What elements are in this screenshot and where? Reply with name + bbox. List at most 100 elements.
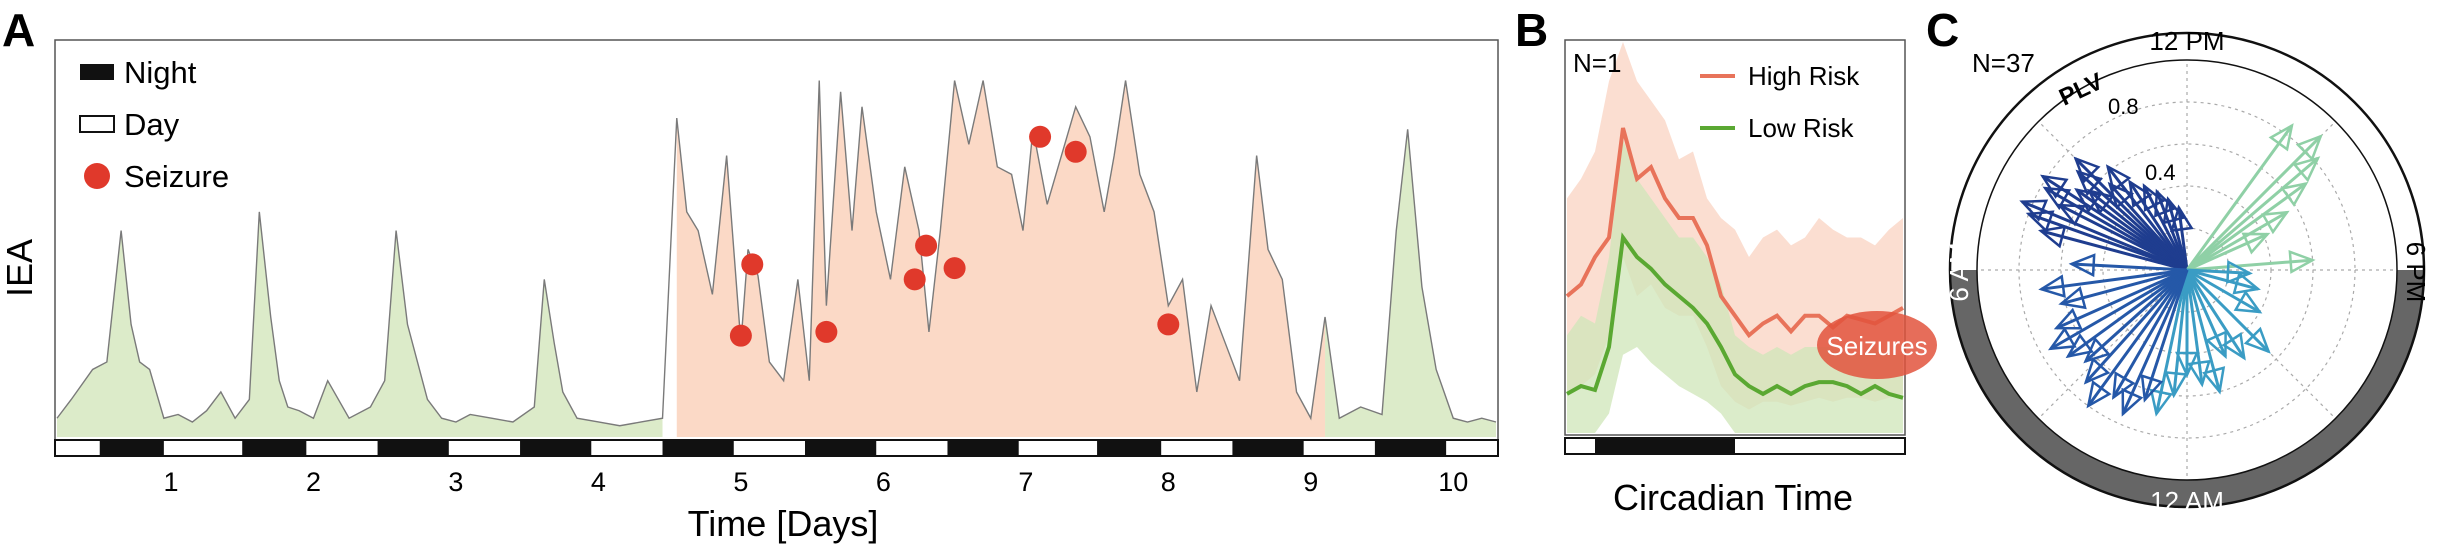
- phase-arrow-shaft: [2185, 268, 2270, 353]
- ring-inner: [1976, 59, 2398, 481]
- phase-arrow-head: [2268, 123, 2294, 152]
- phase-arrow-shaft: [2185, 269, 2246, 359]
- phase-arrow-shaft: [2071, 262, 2188, 272]
- phase-arrow-head: [2038, 225, 2067, 249]
- legend-night-label: Night: [124, 55, 197, 90]
- x-tick-label: 9: [1303, 467, 1318, 497]
- phase-arrow-shaft: [2185, 269, 2204, 385]
- ring-label-6pm: 6 PM: [2401, 242, 2431, 303]
- legend-night-swatch: [80, 64, 114, 80]
- phase-arrow-head: [2105, 164, 2132, 193]
- radial-tick-0.4: 0.4: [2145, 160, 2176, 185]
- panel-b-frame: [1564, 39, 1906, 436]
- phase-arrow-head: [2149, 388, 2173, 417]
- phase-arrow-shaft: [2128, 181, 2189, 271]
- panel-b: B Seizures N=1 High Risk Low Risk Circad…: [1515, 4, 1937, 518]
- phase-arrow-head: [2187, 359, 2211, 388]
- phase-arrow-head: [2083, 357, 2111, 385]
- seizure-marker: [1064, 140, 1087, 163]
- phase-arrow-head: [2292, 156, 2321, 183]
- phase-arrow-shaft: [2041, 174, 2188, 272]
- legend-seizure-dot: [84, 163, 110, 189]
- seizure-marker: [729, 324, 752, 347]
- phase-arrow-head: [2047, 326, 2077, 351]
- night-segment: [520, 440, 592, 456]
- low-risk-area-2: [1325, 129, 1496, 438]
- clock-ring: [1948, 31, 2426, 509]
- night-segment: [242, 440, 307, 456]
- phase-arrows: [2019, 123, 2323, 417]
- phase-arrow-shaft: [2185, 135, 2322, 272]
- seizure-marker: [1157, 313, 1180, 336]
- low-risk-area-1: [57, 211, 663, 437]
- night-segment: [1232, 440, 1304, 456]
- panel-c-n-label: N=37: [1972, 48, 2035, 78]
- phase-arrow-shaft: [2186, 268, 2259, 291]
- ring-label-12pm: 12 PM: [2149, 26, 2224, 56]
- night-segment: [947, 440, 1019, 456]
- phase-arrow-head: [2288, 250, 2316, 274]
- circadian-bar: [1564, 437, 1906, 455]
- panel-b-letter: B: [1515, 4, 1548, 56]
- phase-arrow-head: [2068, 253, 2096, 278]
- phase-arrow-shaft: [2121, 269, 2189, 415]
- panel-c: C N=37 PLV 0.8 0.4 12 PM 12 AM 6 PM 6 AM: [1926, 4, 2431, 516]
- phase-arrow-head: [2164, 370, 2189, 399]
- phase-arrow-head: [2232, 271, 2261, 295]
- phase-arrow-head: [2038, 274, 2066, 298]
- x-tick-label: 5: [733, 467, 748, 497]
- low-risk-line: [1566, 232, 1904, 400]
- phase-arrow-head: [2241, 232, 2271, 255]
- seizure-marker: [1029, 125, 1052, 148]
- phase-arrow-shaft: [2177, 207, 2189, 271]
- high-risk-area: [676, 80, 1326, 437]
- phase-arrow-shaft: [2040, 229, 2188, 272]
- panel-a-legend: Night Day Seizure: [79, 55, 229, 194]
- phase-arrow-head: [2169, 204, 2194, 233]
- panel-a: A 1 2 3 4 5 6 7 8 9 10 IEA Time [Days] Night Day …: [0, 4, 1499, 544]
- iea-line: [56, 80, 1497, 427]
- phase-arrow-head: [2111, 371, 2136, 400]
- phase-arrow-head: [2243, 326, 2271, 354]
- panel-c-letter: C: [1926, 4, 1959, 56]
- phase-arrow-head: [2053, 307, 2083, 330]
- phase-arrow-head: [2221, 332, 2246, 361]
- night-segment: [377, 440, 449, 456]
- night-segment: [99, 440, 164, 456]
- phase-arrow-head: [2040, 174, 2069, 199]
- phase-arrow-shaft: [2186, 182, 2307, 272]
- phase-arrow-shaft: [2055, 268, 2188, 330]
- x-tick-label: 10: [1438, 467, 1468, 497]
- ring-label-6am: 6 AM: [1944, 242, 1974, 301]
- phase-arrow-shaft: [2186, 157, 2319, 272]
- ring-label-12am: 12 AM: [2150, 486, 2224, 516]
- x-tick-label: 3: [448, 467, 463, 497]
- phase-arrow-shaft: [2154, 269, 2189, 415]
- phase-arrow-head: [2175, 351, 2199, 379]
- seizure-marker: [741, 253, 764, 276]
- seizures-blob: [1817, 311, 1937, 379]
- phase-arrow-head: [2142, 183, 2166, 212]
- night-segment: [662, 440, 734, 456]
- phase-arrow-shaft: [2186, 210, 2288, 272]
- legend-low-label: Low Risk: [1748, 113, 1854, 143]
- seizure-marker: [903, 268, 926, 291]
- night-segment: [1374, 440, 1447, 456]
- phase-arrow-shaft: [2084, 268, 2189, 384]
- phase-arrow-head: [2107, 181, 2135, 210]
- legend-day-swatch: [79, 115, 115, 133]
- phase-arrow-head: [2042, 186, 2072, 211]
- phase-arrow-head: [2057, 203, 2086, 227]
- seizure-marker: [915, 234, 938, 257]
- grid-spoke: [2038, 269, 2188, 419]
- phase-arrow-head: [2202, 366, 2226, 395]
- legend-high-label: High Risk: [1748, 61, 1860, 91]
- phase-arrow-head: [2019, 199, 2049, 222]
- legend-day-label: Day: [124, 107, 180, 142]
- phase-arrow-shaft: [2021, 200, 2188, 272]
- iea-area: [56, 80, 1497, 438]
- phase-arrow-head: [2121, 387, 2144, 417]
- x-tick-label: 6: [876, 467, 891, 497]
- phase-arrow-shaft: [2041, 268, 2188, 291]
